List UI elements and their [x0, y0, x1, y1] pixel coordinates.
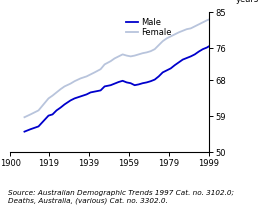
Legend: Male, Female: Male, Female — [126, 18, 172, 37]
Text: Source: Australian Demographic Trends 1997 Cat. no. 3102.0;
Deaths, Australia, (: Source: Australian Demographic Trends 19… — [8, 190, 234, 204]
Text: years: years — [236, 0, 259, 4]
